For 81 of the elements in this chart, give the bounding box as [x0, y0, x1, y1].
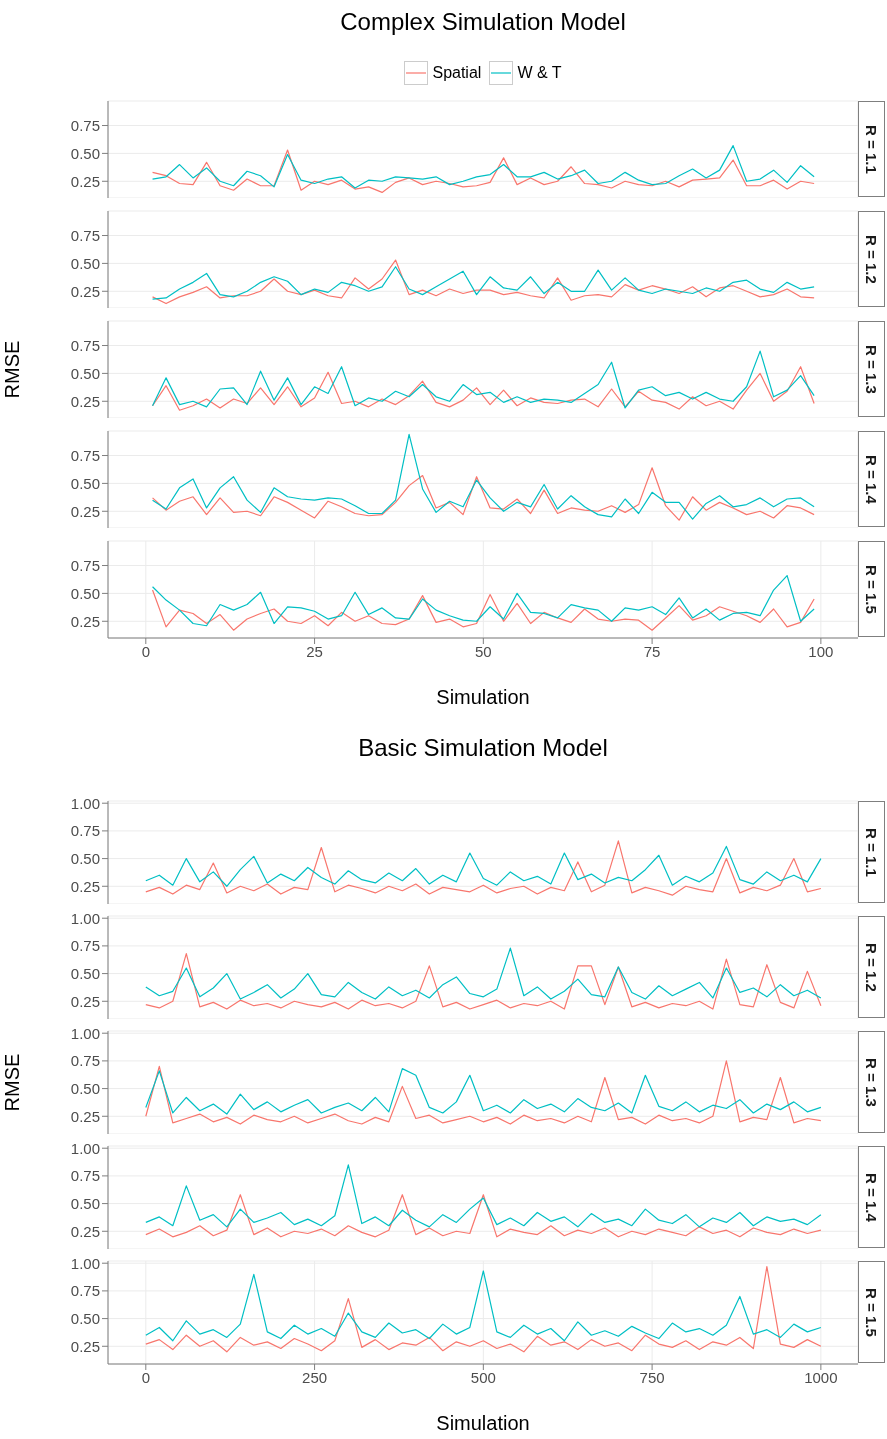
x-tick-label: 100 [808, 642, 834, 660]
y-tick-label: 0.75 [70, 556, 100, 574]
y-tick-label: 0.75 [70, 1282, 100, 1300]
y-tick-label: 0.50 [70, 364, 100, 382]
line-series [145, 1270, 822, 1342]
text: R = 1.2 [863, 942, 880, 992]
x-tick-label: 750 [639, 1368, 665, 1386]
text: R = 1.5 [863, 564, 880, 614]
y-tick-label: 1.00 [70, 1139, 100, 1157]
text: R = 1.4 [863, 454, 880, 504]
y-tick-label: 0.25 [70, 282, 100, 300]
y-tick-label: 0.50 [70, 1309, 100, 1327]
x-tick-label: 75 [643, 642, 661, 660]
line-series [145, 840, 822, 896]
x-axis-title: Simulation [436, 686, 530, 708]
line-series [151, 366, 815, 411]
y-tick-label: 1.00 [70, 909, 100, 927]
line-series [151, 266, 815, 300]
text: R = 1.4 [863, 1172, 880, 1222]
y-tick-label: 0.25 [70, 877, 100, 895]
y-tick-label: 1.00 [70, 1024, 100, 1042]
y-tick-label: 0.50 [70, 474, 100, 492]
x-tick-label: 50 [474, 642, 492, 660]
y-tick-label: 0.75 [70, 822, 100, 840]
text: R = 1.1 [863, 827, 880, 877]
y-tick-label: 0.50 [70, 1079, 100, 1097]
line-series [145, 1194, 822, 1238]
y-tick-label: 0.25 [70, 1222, 100, 1240]
y-tick-label: 0.50 [70, 254, 100, 272]
line-series [151, 259, 815, 305]
line-series [145, 1068, 822, 1115]
text: R = 1.3 [863, 344, 880, 394]
y-tick-label: 0.75 [70, 1052, 100, 1070]
y-tick-label: 0.75 [70, 116, 100, 134]
x-tick-label: 250 [302, 1368, 328, 1386]
y-tick-label: 0.25 [70, 172, 100, 190]
y-tick-label: 0.50 [70, 849, 100, 867]
y-tick-label: 0.25 [70, 612, 100, 630]
y-tick-label: 0.75 [70, 336, 100, 354]
legend-label: W & T [517, 63, 562, 82]
line-series [145, 845, 822, 887]
y-tick-label: 0.75 [70, 226, 100, 244]
text: R = 1.2 [863, 234, 880, 284]
text: R = 1.5 [863, 1287, 880, 1337]
y-tick-label: 0.75 [70, 937, 100, 955]
y-tick-label: 0.25 [70, 1107, 100, 1125]
y-tick-label: 1.00 [70, 794, 100, 812]
line-series [145, 1060, 822, 1125]
line-series [151, 350, 815, 409]
y-tick-label: 1.00 [70, 1254, 100, 1272]
legend-label: Spatial [432, 63, 482, 82]
x-tick-label: 0 [141, 642, 150, 660]
x-axis-title: Simulation [436, 1412, 530, 1434]
chart-title: Complex Simulation Model [339, 7, 627, 37]
y-axis-title: RMSE [1, 340, 24, 399]
y-tick-label: 0.25 [70, 392, 100, 410]
line-series [145, 953, 822, 1010]
line-series [151, 589, 815, 631]
chart-title: Basic Simulation Model [357, 733, 609, 763]
y-tick-label: 0.75 [70, 1167, 100, 1185]
line-series [145, 1265, 822, 1353]
text: R = 1.1 [863, 124, 880, 174]
y-tick-label: 0.50 [70, 1194, 100, 1212]
x-tick-label: 500 [470, 1368, 496, 1386]
y-tick-label: 0.25 [70, 992, 100, 1010]
y-tick-label: 0.50 [70, 144, 100, 162]
line-series [145, 1164, 822, 1228]
text: R = 1.3 [863, 1057, 880, 1107]
y-tick-label: 0.25 [70, 1337, 100, 1355]
line-series [151, 467, 815, 521]
y-tick-label: 0.50 [70, 584, 100, 602]
y-tick-label: 0.25 [70, 502, 100, 520]
y-tick-label: 0.75 [70, 446, 100, 464]
line-series [151, 433, 815, 520]
x-tick-label: 25 [306, 642, 323, 660]
line-series [151, 574, 815, 627]
x-tick-label: 0 [141, 1368, 150, 1386]
y-axis-title: RMSE [1, 1053, 24, 1112]
x-tick-label: 1000 [804, 1368, 838, 1386]
line-series [145, 947, 822, 1000]
y-tick-label: 0.50 [70, 964, 100, 982]
